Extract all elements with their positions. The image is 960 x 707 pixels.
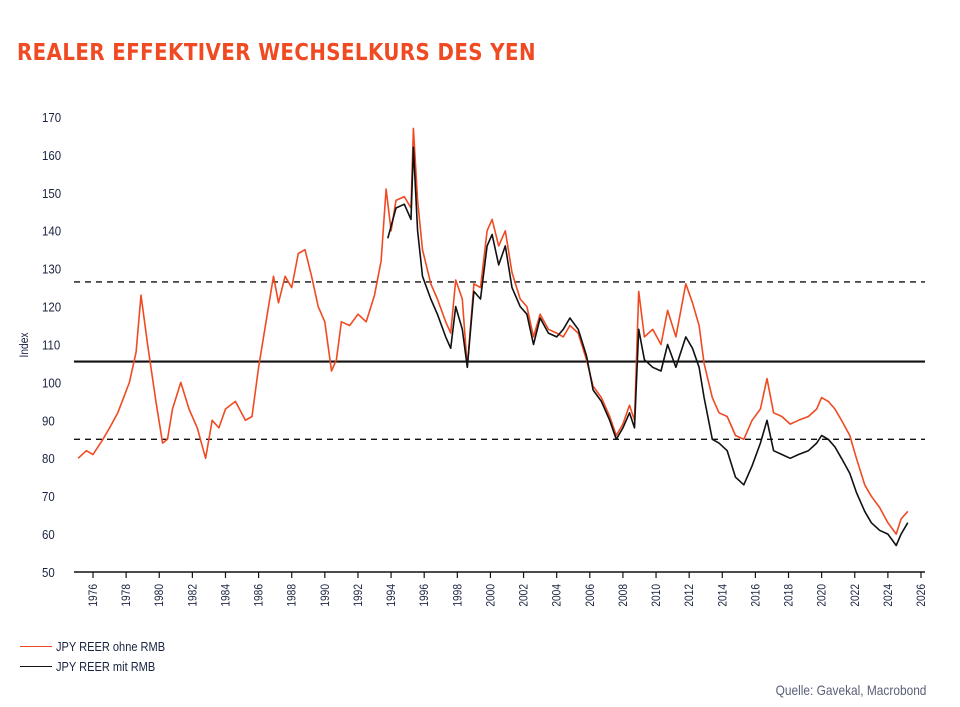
y-axis-label: Index <box>18 332 31 357</box>
x-tick-label: 2010 <box>650 584 663 607</box>
x-tick-label: 1996 <box>419 584 432 607</box>
x-tick-label: 2018 <box>783 584 796 607</box>
x-tick-label: 1982 <box>187 584 200 607</box>
x-tick-label: 2026 <box>915 584 928 607</box>
legend-swatch-mit <box>20 665 52 667</box>
x-tick-label: 1994 <box>385 584 398 607</box>
x-tick-label: 1988 <box>286 584 299 607</box>
chart-title: REALER EFFEKTIVER WECHSELKURS DES YEN <box>17 40 536 66</box>
x-tick-label: 1978 <box>120 584 133 607</box>
source-note: Quelle: Gavekal, Macrobond <box>775 682 926 698</box>
y-tick-label: 60 <box>42 527 55 542</box>
y-tick-label: 50 <box>42 565 55 580</box>
legend-swatch-ohne <box>20 645 52 647</box>
legend: JPY REER ohne RMB JPY REER mit RMB <box>20 636 184 676</box>
x-tick-label: 1976 <box>87 584 100 607</box>
legend-label-ohne: JPY REER ohne RMB <box>56 638 166 654</box>
x-tick-label: 1980 <box>154 584 167 607</box>
y-tick-label: 70 <box>42 489 55 504</box>
y-tick-label: 110 <box>42 338 60 353</box>
x-tick-label: 2024 <box>882 584 895 607</box>
x-tick-label: 2008 <box>617 584 630 607</box>
x-tick-label: 1998 <box>452 584 465 607</box>
series-layer <box>77 127 909 547</box>
y-tick-label: 80 <box>42 452 55 467</box>
y-tick-label: 100 <box>42 376 61 391</box>
x-tick-label: 2000 <box>485 584 498 607</box>
y-tick-label: 170 <box>42 110 61 125</box>
x-tick-label: 2006 <box>584 584 597 607</box>
x-tick-label: 1992 <box>352 584 365 607</box>
x-axis: 1976 1978 1980 1982 1984 1986 1988 1990 1992 1994… <box>74 571 928 607</box>
x-tick-label: 2004 <box>551 584 564 607</box>
reference-lines <box>74 281 925 440</box>
series-line-mit-rmb <box>387 146 909 547</box>
x-tick-label: 2012 <box>683 584 696 607</box>
x-tick-label: 2022 <box>849 584 862 607</box>
legend-item-mit: JPY REER mit RMB <box>20 656 184 676</box>
series-line-ohne-rmb <box>77 127 909 535</box>
x-tick-label: 1984 <box>220 584 233 607</box>
legend-label-mit: JPY REER mit RMB <box>56 658 156 674</box>
y-tick-label: 160 <box>42 148 61 163</box>
y-tick-label: 150 <box>42 186 61 201</box>
x-tick-label: 2014 <box>717 584 730 607</box>
x-tick-label: 1986 <box>253 584 266 607</box>
y-tick-label: 130 <box>42 262 61 277</box>
x-tick-label: 2016 <box>750 584 763 607</box>
x-tick-label: 2002 <box>518 584 531 607</box>
legend-item-ohne: JPY REER ohne RMB <box>20 636 184 656</box>
y-tick-label: 140 <box>42 224 61 239</box>
y-tick-label: 120 <box>42 300 61 315</box>
y-tick-label: 90 <box>42 414 55 429</box>
y-axis: 50 60 70 80 90 100 110 120 130 140 150 160 170 <box>42 110 61 580</box>
x-tick-label: 2020 <box>816 584 829 607</box>
x-tick-label: 1990 <box>319 584 332 607</box>
